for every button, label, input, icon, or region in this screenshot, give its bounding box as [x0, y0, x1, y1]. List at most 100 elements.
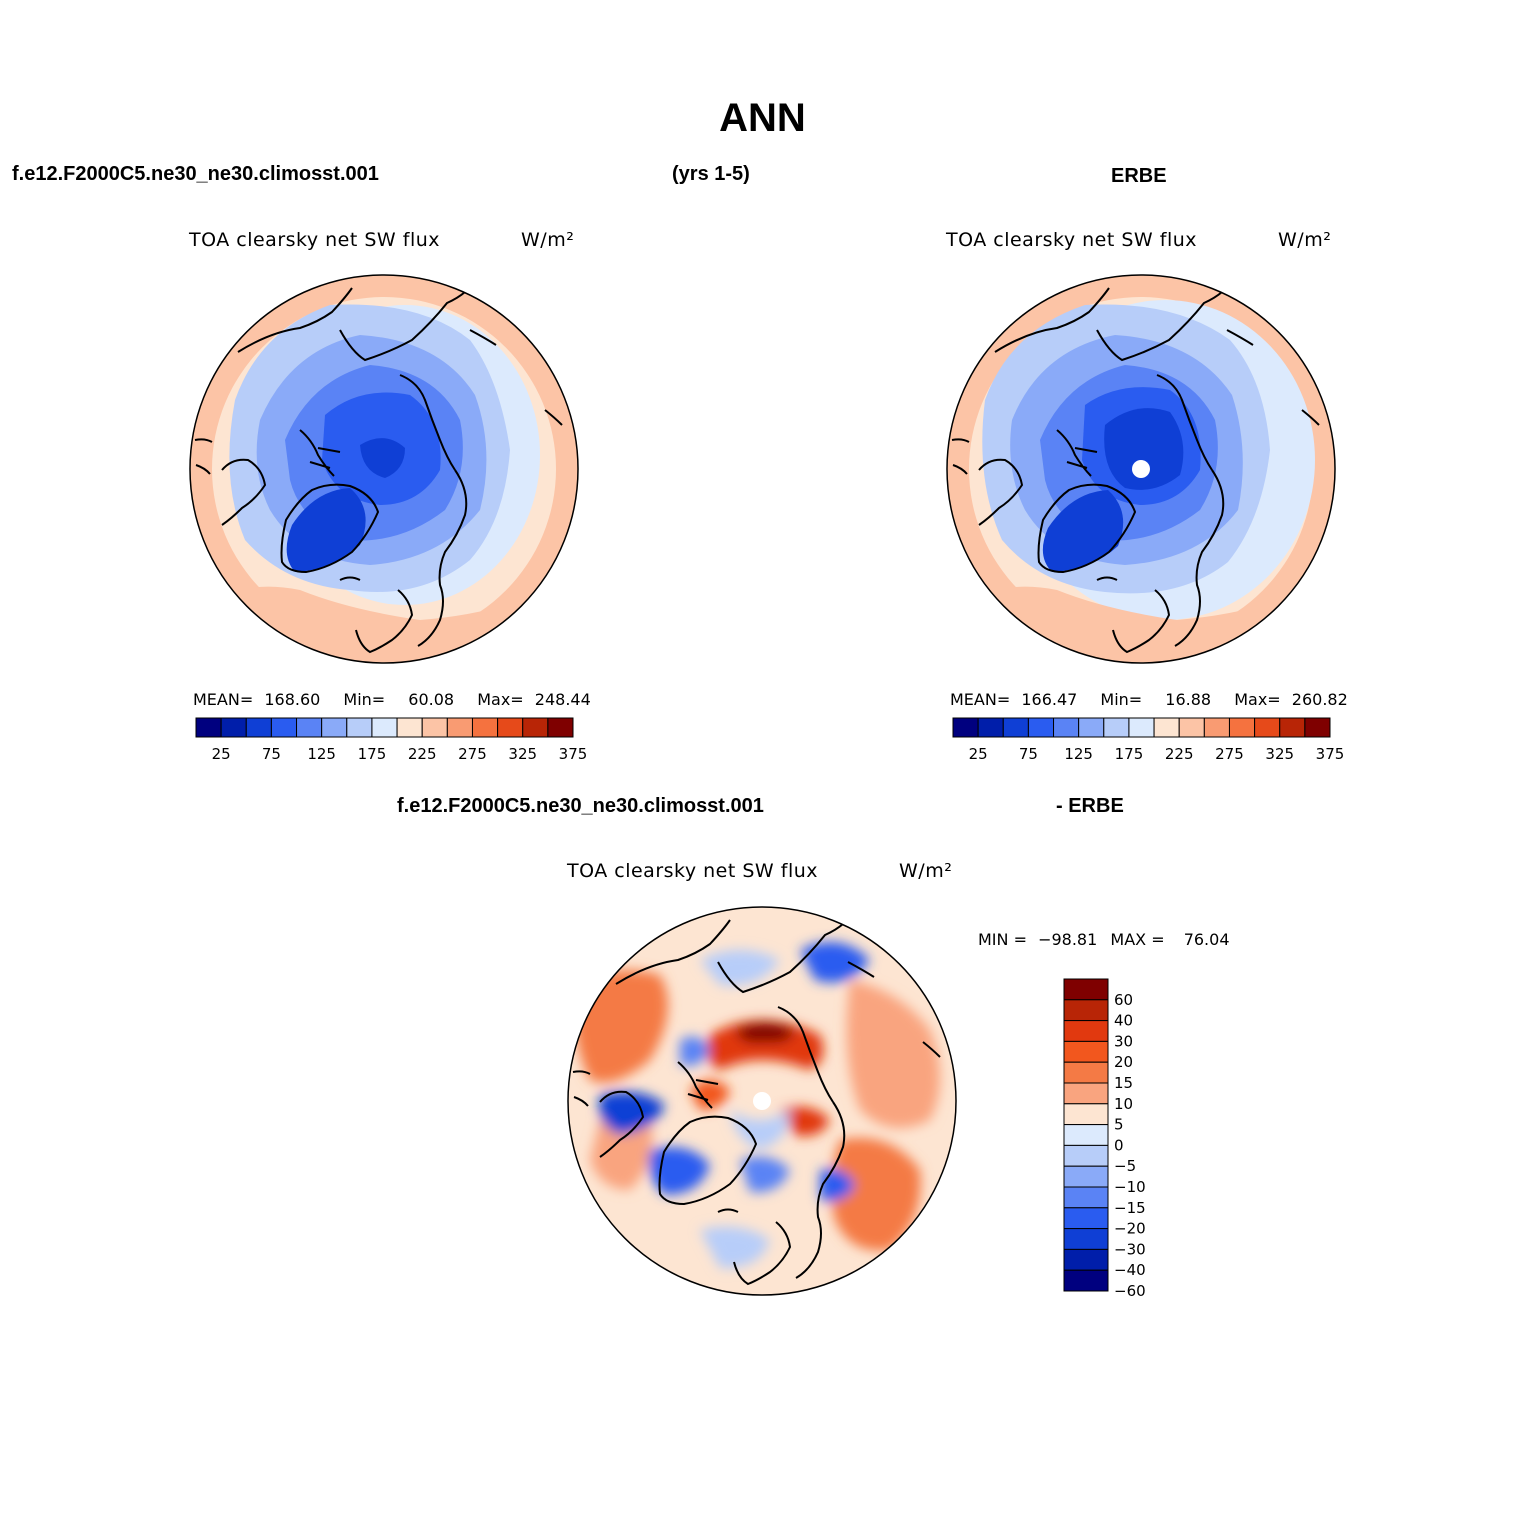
diff-colorbar-swatch [1063, 1269, 1109, 1292]
diff-colorbar-swatch [1063, 1103, 1109, 1126]
diff-colorbar-swatch [1063, 1248, 1109, 1271]
diff-colorbar-tick-label: −5 [1114, 1157, 1136, 1175]
min-value: 16.88 [1165, 690, 1212, 709]
diff-panel-title: TOA clearsky net SW flux W/m² [567, 860, 952, 882]
model-colorbar-tick-label: 175 [358, 745, 387, 763]
model-colorbar-tick-label: 375 [559, 745, 588, 763]
obs-colorbar-swatch [1228, 717, 1256, 738]
diff-colorbar-tick-label: 30 [1114, 1032, 1133, 1050]
model-colorbar-swatch [346, 717, 373, 738]
diff-units-label: W/m² [899, 860, 953, 882]
period-label: (yrs 1-5) [672, 163, 750, 185]
min-label: Min= [343, 690, 386, 709]
diff-colorbar-swatch [1063, 999, 1109, 1022]
diff-colorbar-tick-label: 0 [1114, 1136, 1124, 1154]
diff-colorbar-tick-label: −15 [1114, 1199, 1146, 1217]
obs-polar-map [946, 274, 1336, 664]
mean-value: 168.60 [264, 690, 321, 709]
diff-colorbar-tick-label: −40 [1114, 1261, 1146, 1279]
max-label: Max= [477, 690, 524, 709]
diff-colorbar-swatch [1063, 1020, 1109, 1042]
model-colorbar: 25 75 125 175 225 275 325 375 [195, 717, 588, 763]
obs-colorbar-tick-label: 275 [1215, 745, 1244, 763]
min-value: 60.08 [408, 690, 455, 709]
diff-colorbar-swatch [1063, 1186, 1109, 1209]
obs-colorbar-tick-label: 175 [1115, 745, 1144, 763]
obs-map-border [946, 274, 1336, 664]
diff-colorbar-swatch [1063, 1165, 1109, 1188]
obs-name-label: ERBE [1111, 165, 1167, 187]
obs-colorbar-swatch [1053, 717, 1080, 738]
max-value: 248.44 [534, 690, 591, 709]
model-colorbar-swatch [522, 717, 549, 738]
diff-colorbar-tick-label: 10 [1114, 1095, 1133, 1113]
model-colorbar-swatch [497, 717, 524, 738]
model-colorbar-swatch [547, 717, 574, 738]
model-colorbar-swatch [270, 717, 298, 738]
model-colorbar-swatch [245, 717, 272, 738]
model-colorbar-tick-label: 125 [307, 745, 336, 763]
mean-label: MEAN= [193, 690, 254, 709]
model-colorbar-swatch [396, 717, 423, 738]
model-colorbar-swatch [220, 717, 247, 738]
model-stats: MEAN= 168.60 Min= 60.08 Max= 248.44 [193, 690, 591, 709]
model-variable-label: TOA clearsky net SW flux [189, 229, 441, 251]
model-colorbar-swatch [195, 717, 222, 738]
obs-colorbar-tick-label: 375 [1316, 745, 1345, 763]
obs-colorbar-swatch [1178, 717, 1205, 738]
mean-value: 166.47 [1021, 690, 1078, 709]
diff-colorbar-swatch [1063, 1061, 1109, 1084]
diff-colorbar-tick-label: 60 [1114, 991, 1133, 1009]
obs-colorbar-swatch [1128, 717, 1155, 738]
max-label: Max= [1234, 690, 1281, 709]
model-colorbar-swatch [421, 717, 448, 738]
diff-colorbar-swatch [1063, 1082, 1109, 1105]
model-panel-title: TOA clearsky net SW flux W/m² [189, 229, 574, 251]
obs-colorbar-tick-label: 125 [1064, 745, 1093, 763]
model-colorbar-tick-label: 75 [262, 745, 281, 763]
obs-panel-title: TOA clearsky net SW flux W/m² [946, 229, 1331, 251]
model-colorbar-swatch [446, 717, 473, 738]
figure-title: ANN [719, 96, 806, 140]
obs-colorbar-tick-label: 75 [1019, 745, 1038, 763]
diff-variable-label: TOA clearsky net SW flux [567, 860, 819, 882]
diff-colorbar-swatch [1063, 1040, 1109, 1063]
obs-colorbar-swatch [1203, 717, 1230, 738]
obs-colorbar-tick-label: 325 [1265, 745, 1294, 763]
diff-colorbar-tick-label: −20 [1114, 1220, 1146, 1238]
obs-colorbar-swatch [1304, 717, 1331, 738]
diff-colorbar-tick-label: 5 [1114, 1116, 1124, 1134]
obs-colorbar-swatch [952, 717, 979, 738]
model-colorbar-tick-label: 275 [458, 745, 487, 763]
diff-colorbar-tick-label: 20 [1114, 1053, 1133, 1071]
model-map-border [189, 274, 579, 664]
obs-variable-label: TOA clearsky net SW flux [946, 229, 1198, 251]
obs-colorbar-swatch [1153, 717, 1180, 738]
diff-colorbar-tick-label: 40 [1114, 1012, 1133, 1030]
min-label: Min= [1100, 690, 1143, 709]
obs-colorbar-swatch [1279, 717, 1306, 738]
diff-map-border [567, 906, 957, 1296]
obs-stats: MEAN= 166.47 Min= 16.88 Max= 260.82 [950, 690, 1348, 709]
mean-label: MEAN= [950, 690, 1011, 709]
obs-colorbar-swatch [1103, 717, 1130, 738]
obs-colorbar-swatch [1254, 717, 1281, 738]
model-units-label: W/m² [521, 229, 575, 251]
max-label: MAX = [1110, 930, 1165, 949]
diff-colorbar-tick-label: −10 [1114, 1178, 1146, 1196]
case-name-label: f.e12.F2000C5.ne30_ne30.climosst.001 [12, 163, 379, 185]
min-value: −98.81 [1038, 930, 1098, 949]
model-colorbar-swatch [321, 717, 348, 738]
obs-colorbar-tick-label: 225 [1165, 745, 1194, 763]
model-colorbar-swatch [471, 717, 499, 738]
diff-polar-map [567, 906, 957, 1296]
diff-colorbar-swatch [1063, 1144, 1109, 1167]
model-colorbar-tick-label: 25 [212, 745, 231, 763]
model-colorbar-tick-label: 325 [508, 745, 537, 763]
diff-colorbar-swatch [1063, 978, 1109, 1001]
diff-colorbar-tick-label: −30 [1114, 1240, 1146, 1258]
diff-colorbar-tick-label: −60 [1114, 1282, 1146, 1300]
diff-colorbar-swatch [1063, 1228, 1109, 1250]
obs-colorbar-swatch [977, 717, 1004, 738]
model-polar-map [189, 274, 579, 664]
